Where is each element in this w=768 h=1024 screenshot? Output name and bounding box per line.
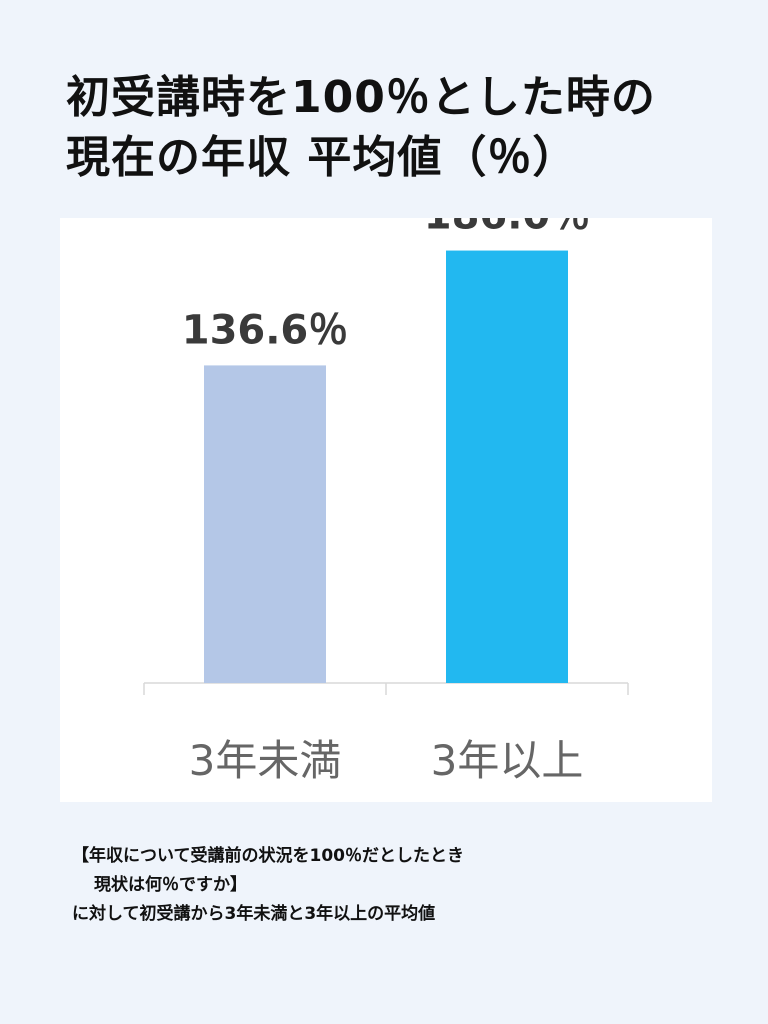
survey-note: 【年収について受講前の状況を100％だとしたとき 現状は何％ですか】 に対して初… — [72, 842, 752, 929]
survey-note-line2: 現状は何％ですか】 — [94, 875, 247, 895]
x-tick-label: 3年未満 — [189, 736, 342, 785]
bar-value-label: 186.0％ — [424, 218, 591, 239]
chart-title-line2: 現在の年収 平均値（％） — [66, 132, 578, 183]
chart-card: 136.6％ 3年未満 186.0％ 3年以上 — [60, 218, 712, 802]
chart-title-line1: 初受講時を100％とした時の — [66, 72, 656, 123]
survey-note-line1: 【年収について受講前の状況を100％だとしたとき — [72, 846, 464, 866]
bar-2 — [446, 250, 568, 684]
x-tick-label: 3年以上 — [431, 736, 584, 785]
chart-title: 初受講時を100％とした時の 現在の年収 平均値（％） — [66, 68, 746, 188]
bar-value-label: 136.6％ — [182, 307, 349, 353]
survey-note-line3: に対して初受講から3年未満と3年以上の平均値 — [72, 904, 436, 924]
bar-1 — [204, 365, 326, 683]
bar-chart: 136.6％ 3年未満 186.0％ 3年以上 — [143, 218, 629, 785]
